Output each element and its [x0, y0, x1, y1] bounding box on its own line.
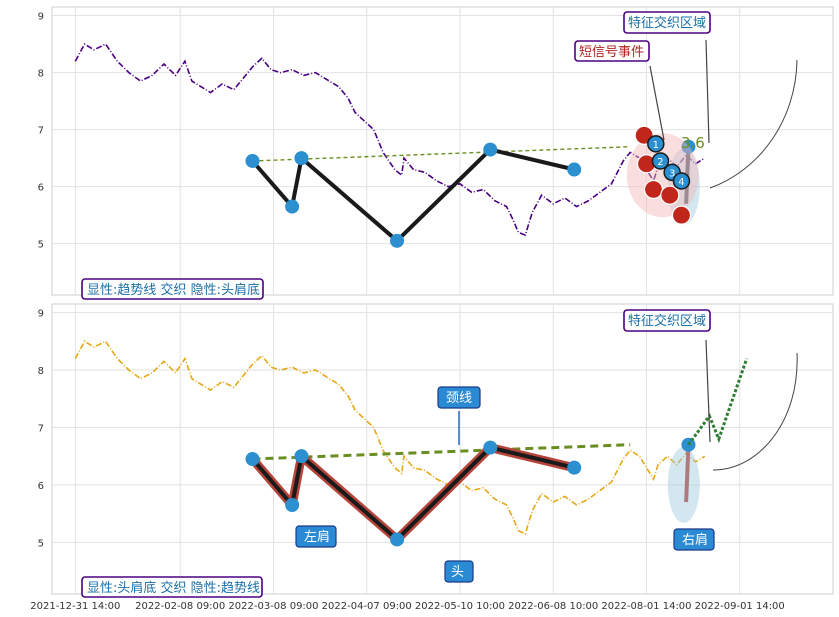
projection-line	[687, 358, 749, 446]
y-tick-label: 9	[38, 12, 44, 23]
bottom-panel-frame	[51, 303, 834, 595]
pattern-marker	[681, 139, 696, 154]
top-zone-label: 特征交织区域	[628, 15, 706, 31]
signal-note-icon	[643, 179, 664, 200]
right-shoulder-label: 右肩	[682, 532, 708, 548]
signal-note-icon	[671, 205, 692, 225]
numbered-marker-label: 2	[657, 157, 663, 168]
y-tick-label: 6	[38, 481, 44, 492]
numbered-marker	[672, 172, 691, 190]
numbered-marker-label: 4	[678, 177, 684, 188]
grid	[52, 7, 833, 594]
x-tick-label: 2022-08-01 14:00	[601, 601, 691, 612]
top-annotations: 显性:趋势线 交织 隐性:头肩底 特征交织区域 短信号事件 3.6	[81, 11, 711, 300]
pattern-marker	[567, 162, 582, 177]
pattern-overlay: 1 234	[245, 125, 749, 547]
head-label: 头	[451, 565, 464, 580]
top-signal-label: 短信号事件	[579, 45, 644, 60]
pattern-marker	[294, 449, 309, 464]
arrows	[458, 39, 798, 471]
numbered-marker	[651, 152, 670, 170]
y-tick-label: 6	[38, 183, 44, 194]
pattern-marker	[483, 142, 498, 157]
top-value-label: 3.6	[681, 134, 705, 152]
x-tick-label: 2022-04-07 09:00	[322, 601, 412, 612]
pattern-zigzag-0	[250, 147, 575, 243]
y-tick-label: 8	[38, 69, 44, 80]
pattern-marker	[245, 153, 260, 168]
y-axis-ticks: 5 6 7 8 9 5 6 7 8 9	[38, 12, 44, 550]
pattern-marker	[285, 199, 300, 214]
bottom-legend-label: 显性:头肩底 交织 隐性:趋势线	[87, 580, 260, 596]
x-tick-label: 2022-02-08 09:00	[135, 601, 225, 612]
neck-label: 颈线	[446, 391, 472, 406]
top-legend-label: 显性:趋势线 交织 隐性:头肩底	[87, 282, 260, 298]
top-panel-frame	[51, 6, 834, 296]
x-axis-ticks: 2021-12-31 14:00 2022-02-08 09:00 2022-03-…	[30, 601, 785, 612]
x-tick-label: 2022-05-10 10:00	[415, 601, 505, 612]
left-shoulder-label: 左肩	[304, 529, 330, 545]
pattern-marker	[567, 460, 582, 475]
series-layer	[74, 42, 706, 535]
y-tick-label: 9	[38, 309, 44, 320]
y-tick-label: 5	[38, 538, 44, 549]
price-series-1	[74, 340, 706, 535]
pattern-marker	[483, 440, 498, 455]
pattern-marker	[390, 532, 405, 547]
x-tick-label: 2022-09-01 14:00	[695, 601, 785, 612]
bottom-annotations: 显性:头肩底 交织 隐性:趋势线 特征交织区域 颈线 左肩 头 右肩	[81, 309, 715, 598]
y-tick-label: 7	[38, 423, 44, 434]
right-rise-1	[684, 444, 691, 503]
x-tick-label: 2021-12-31 14:00	[30, 601, 120, 612]
y-tick-label: 5	[38, 240, 44, 251]
numbered-marker	[647, 135, 665, 153]
numbered-marker-label: 1	[653, 140, 659, 151]
numbered-marker-label: 3	[669, 168, 675, 179]
pattern-marker	[285, 497, 300, 512]
y-tick-label: 7	[38, 126, 44, 137]
x-tick-label: 2022-03-08 09:00	[228, 601, 318, 612]
bottom-zone-label: 特征交织区域	[628, 313, 706, 329]
y-tick-label: 8	[38, 366, 44, 377]
pattern-marker	[681, 437, 696, 452]
pattern-marker	[294, 151, 309, 166]
pattern-marker	[390, 233, 405, 248]
pattern-marker	[245, 452, 260, 467]
neckline-1	[252, 443, 631, 461]
pattern-zigzag-1	[250, 445, 575, 542]
signal-ellipse	[626, 133, 699, 218]
zone-ellipse-1	[667, 446, 700, 523]
x-tick-label: 2022-06-08 10:00	[508, 601, 598, 612]
signal-note-icon	[660, 185, 680, 205]
